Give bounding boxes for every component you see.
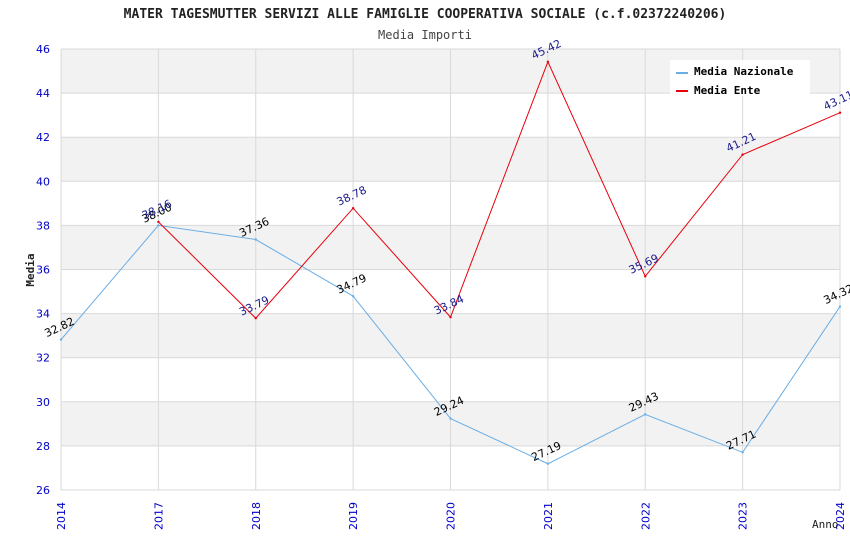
data-label: 34.32 [821,282,850,307]
y-tick-label: 44 [36,87,50,100]
series-line-media-ente [158,60,841,319]
y-tick-label: 30 [36,396,50,409]
data-point [351,294,355,298]
legend-label-media-ente: Media Ente [694,84,761,97]
y-axis-label: Media [24,253,37,286]
data-point [157,220,160,224]
x-axis-ticks: 2014 2017 2018 2019 2020 2021 2022 2023 2024 [55,502,847,530]
x-tick-label: 2024 [834,502,847,530]
series-lines [59,60,842,465]
x-tick-label: 2020 [445,502,458,530]
data-point [546,462,550,465]
data-point [838,111,842,114]
gridlines [60,48,841,491]
y-tick-label: 32 [36,352,50,365]
legend: Media Nazionale Media Ente [670,60,810,97]
data-point [449,315,452,319]
x-axis-label: Anno [812,518,839,531]
y-axis-ticks: 26 28 30 32 34 36 38 40 42 44 46 [36,43,50,497]
data-point [644,275,647,278]
y-tick-label: 26 [36,484,50,497]
data-label: 34.79 [335,271,369,296]
data-point [644,413,647,416]
y-tick-label: 46 [36,43,50,56]
data-point [157,224,160,227]
x-tick-label: 2023 [737,502,750,530]
data-point [741,153,744,156]
data-point [351,207,355,210]
data-label: 38.78 [335,183,369,208]
x-tick-label: 2021 [542,502,555,530]
data-point [838,305,842,308]
data-point [59,338,63,341]
legend-label-media-nazionale: Media Nazionale [694,65,794,78]
chart-title: MATER TAGESMUTTER SERVIZI ALLE FAMIGLIE … [124,7,727,22]
y-tick-label: 40 [36,175,50,188]
legend-box [670,60,810,96]
x-tick-label: 2014 [55,502,68,530]
data-point [449,417,452,420]
x-tick-label: 2019 [347,502,360,530]
y-tick-label: 34 [36,308,50,321]
y-tick-label: 36 [36,264,50,277]
data-point [546,60,550,63]
data-point [741,451,744,454]
data-point [254,238,257,241]
x-tick-label: 2022 [639,502,652,530]
y-tick-label: 38 [36,219,50,232]
data-point [254,317,257,320]
x-tick-label: 2017 [152,502,165,530]
x-tick-label: 2018 [250,502,263,530]
y-tick-label: 28 [36,440,50,453]
y-tick-label: 42 [36,131,50,144]
chart-subtitle: Media Importi [378,28,472,42]
